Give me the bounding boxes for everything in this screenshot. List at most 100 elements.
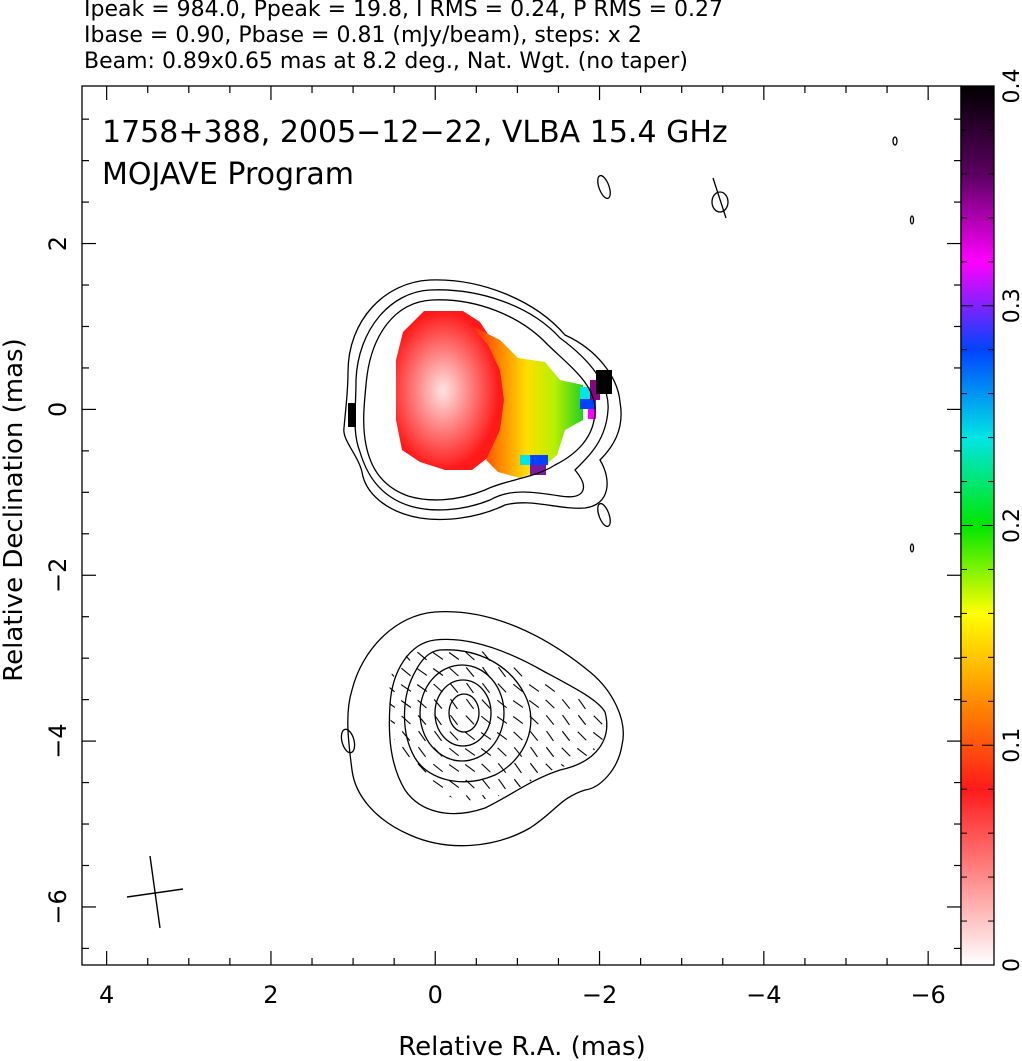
evpa-tick xyxy=(389,778,395,790)
evpa-tick xyxy=(464,748,476,756)
fpol-pixel xyxy=(596,370,612,394)
evpa-tick xyxy=(514,645,522,646)
colorbar-tick-label: 0.3 xyxy=(1000,288,1022,323)
colorbar-tick-label: 0 xyxy=(1000,958,1022,972)
evpa-tick xyxy=(578,698,586,710)
evpa-tick xyxy=(401,667,411,677)
evpa-tick xyxy=(530,746,538,758)
evpa-tick xyxy=(593,666,603,678)
evpa-tick xyxy=(432,652,444,660)
evpa-tick xyxy=(529,715,539,725)
evpa-tick xyxy=(528,667,540,677)
evpa-tick xyxy=(400,700,412,708)
evpa-tick xyxy=(416,684,428,692)
plot-area xyxy=(340,136,915,847)
evpa-tick xyxy=(432,780,444,788)
evpa-tick xyxy=(465,779,475,789)
evpa-tick xyxy=(465,667,475,677)
evpa-tick xyxy=(389,683,395,693)
y-tick-label: −2 xyxy=(44,558,72,593)
colorbar-tick-labels: 0 0.1 0.2 0.3 0.4 xyxy=(1000,69,1022,973)
header-line-2: Ibase = 0.90, Pbase = 0.81 (mJy/beam), s… xyxy=(84,23,642,48)
evpa-tick xyxy=(417,715,427,725)
pol-contour-5 xyxy=(434,679,492,747)
fpol-tail-region xyxy=(470,325,583,478)
evpa-tick xyxy=(528,684,540,692)
evpa-tick xyxy=(433,747,443,757)
noise-island xyxy=(597,502,611,528)
evpa-tick xyxy=(545,763,555,773)
evpa-tick xyxy=(389,650,394,662)
evpa-tick xyxy=(464,763,476,773)
evpa-tick xyxy=(448,779,460,789)
evpa-tick xyxy=(497,683,507,693)
evpa-tick xyxy=(512,700,524,708)
evpa-tick xyxy=(401,715,411,725)
evpa-tick xyxy=(480,732,492,740)
beam-marker xyxy=(126,855,184,929)
evpa-tick xyxy=(416,779,428,789)
x-tick-label: 2 xyxy=(263,981,278,1009)
evpa-tick xyxy=(577,714,587,726)
fpol-pixel xyxy=(580,399,596,409)
evpa-tick xyxy=(593,651,603,661)
contour-outer xyxy=(343,279,622,521)
x-tick-label: −4 xyxy=(746,981,781,1009)
fpol-pixel xyxy=(580,387,590,399)
evpa-tick xyxy=(401,731,411,741)
x-tick-label: −2 xyxy=(582,981,617,1009)
evpa-tick xyxy=(465,698,475,710)
y-tick-label: −6 xyxy=(44,889,72,924)
evpa-tick xyxy=(389,667,395,677)
evpa-tick xyxy=(433,699,443,709)
evpa-tick xyxy=(401,651,411,661)
evpa-tick xyxy=(512,683,524,693)
evpa-tick xyxy=(593,636,603,643)
beam-major-axis xyxy=(149,855,161,929)
pol-contour-2 xyxy=(388,638,608,815)
evpa-tick xyxy=(560,780,572,788)
fpol-core-region xyxy=(396,311,508,470)
fpol-pixel xyxy=(520,455,530,465)
chart-subtitle: MOJAVE Program xyxy=(102,157,354,192)
chart-title: 1758+388, 2005−12−22, VLBA 15.4 GHz xyxy=(102,115,728,150)
evpa-tick xyxy=(417,699,427,709)
evpa-tick xyxy=(576,764,588,772)
evpa-tick xyxy=(416,796,428,801)
evpa-tick xyxy=(496,699,508,709)
evpa-tick xyxy=(577,731,587,741)
evpa-tick xyxy=(562,714,570,726)
evpa-tick xyxy=(448,652,460,660)
evpa-tick xyxy=(497,666,507,678)
evpa-tick xyxy=(450,698,458,710)
evpa-tick xyxy=(466,682,474,694)
x-tick-label: −6 xyxy=(910,981,945,1009)
evpa-tick xyxy=(402,645,410,646)
evpa-tick xyxy=(417,651,427,661)
total-intensity-contours xyxy=(343,279,622,521)
pol-contour-outer xyxy=(347,610,624,847)
fpol-pixel xyxy=(530,455,548,465)
evpa-tick xyxy=(417,763,427,773)
evpa-tick xyxy=(544,683,556,693)
colorbar-tick-label: 0.4 xyxy=(1000,69,1022,104)
evpa-tick xyxy=(513,667,523,677)
evpa-tick xyxy=(481,778,491,790)
evpa-tick xyxy=(513,746,523,758)
evpa-tick xyxy=(449,731,459,741)
evpa-tick xyxy=(449,667,459,677)
x-tick-label: 4 xyxy=(99,981,114,1009)
contour-mid xyxy=(363,299,596,501)
fpol-pixel xyxy=(530,465,546,475)
y-tick-label: 2 xyxy=(44,236,72,251)
x-tick-label: 0 xyxy=(428,981,443,1009)
evpa-tick xyxy=(432,668,444,676)
axis-ticks xyxy=(82,86,961,965)
evpa-tick xyxy=(593,794,603,801)
evpa-tick xyxy=(576,779,588,789)
pol-contour-6 xyxy=(448,693,480,733)
evpa-tick xyxy=(498,778,506,790)
evpa-tick xyxy=(402,746,410,758)
noise-island xyxy=(597,174,611,200)
fpol-pixel xyxy=(590,380,600,400)
